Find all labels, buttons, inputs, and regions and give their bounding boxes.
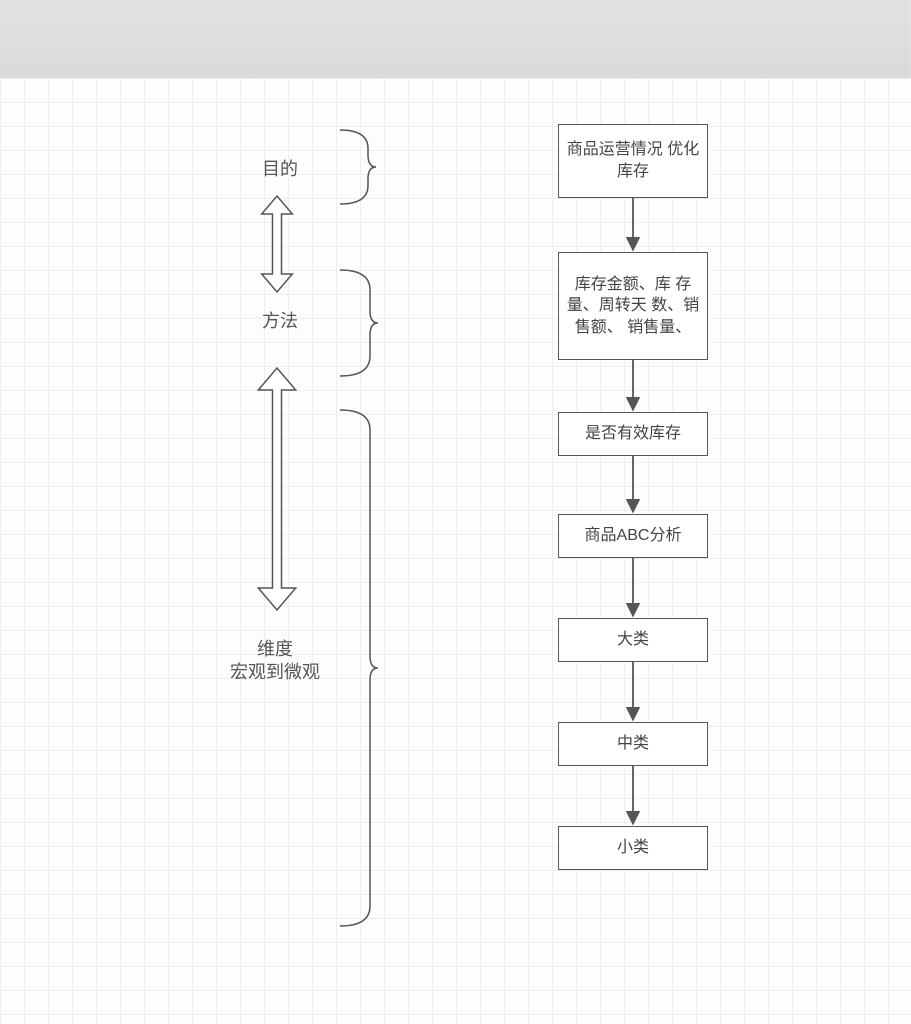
diagram-canvas: 目的 方法 维度 宏观到微观 商品运营情况 优化库存 库存金额、库 存量、周转天… [0, 78, 911, 1024]
flow-node-goal: 商品运营情况 优化库存 [558, 124, 708, 198]
label-method: 方法 [250, 310, 310, 333]
flow-node-mid-cat: 中类 [558, 722, 708, 766]
flow-node-big-cat: 大类 [558, 618, 708, 662]
label-purpose: 目的 [250, 158, 310, 181]
label-dimension: 维度 宏观到微观 [215, 638, 335, 685]
diagram-overlay [0, 78, 911, 1024]
top-toolbar [0, 0, 911, 78]
flow-node-abc: 商品ABC分析 [558, 514, 708, 558]
flow-node-metrics: 库存金额、库 存量、周转天 数、销售额、 销售量、 [558, 252, 708, 360]
flow-node-valid: 是否有效库存 [558, 412, 708, 456]
flow-node-small-cat: 小类 [558, 826, 708, 870]
